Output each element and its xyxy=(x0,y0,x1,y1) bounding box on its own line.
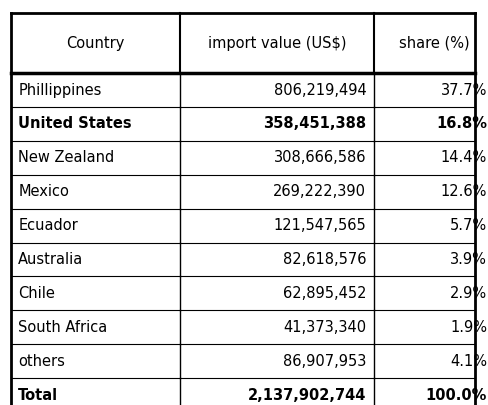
Text: 16.8%: 16.8% xyxy=(436,117,487,132)
Text: South Africa: South Africa xyxy=(19,320,107,335)
Text: Total: Total xyxy=(19,388,59,403)
Text: Ecuador: Ecuador xyxy=(19,218,78,233)
Text: 86,907,953: 86,907,953 xyxy=(283,354,366,369)
Text: 4.1%: 4.1% xyxy=(450,354,487,369)
Text: 269,222,390: 269,222,390 xyxy=(273,184,366,199)
Text: 2,137,902,744: 2,137,902,744 xyxy=(248,388,366,403)
Text: 14.4%: 14.4% xyxy=(441,150,487,165)
Text: 41,373,340: 41,373,340 xyxy=(283,320,366,335)
Text: import value (US$): import value (US$) xyxy=(207,36,346,51)
Text: New Zealand: New Zealand xyxy=(19,150,115,165)
Text: others: others xyxy=(19,354,65,369)
Text: 82,618,576: 82,618,576 xyxy=(283,252,366,267)
Text: Chile: Chile xyxy=(19,286,55,301)
Text: Phillippines: Phillippines xyxy=(19,83,102,98)
Text: 358,451,388: 358,451,388 xyxy=(263,117,366,132)
Text: 308,666,586: 308,666,586 xyxy=(274,150,366,165)
Text: 12.6%: 12.6% xyxy=(441,184,487,199)
Text: 100.0%: 100.0% xyxy=(426,388,487,403)
Text: United States: United States xyxy=(19,117,132,132)
Text: Country: Country xyxy=(66,36,125,51)
Text: 806,219,494: 806,219,494 xyxy=(274,83,366,98)
Text: 5.7%: 5.7% xyxy=(450,218,487,233)
Text: 1.9%: 1.9% xyxy=(450,320,487,335)
Text: share (%): share (%) xyxy=(399,36,469,51)
Text: Mexico: Mexico xyxy=(19,184,69,199)
Text: 121,547,565: 121,547,565 xyxy=(274,218,366,233)
Text: 62,895,452: 62,895,452 xyxy=(283,286,366,301)
Text: 3.9%: 3.9% xyxy=(450,252,487,267)
Text: Australia: Australia xyxy=(19,252,83,267)
Text: 37.7%: 37.7% xyxy=(441,83,487,98)
Text: 2.9%: 2.9% xyxy=(450,286,487,301)
